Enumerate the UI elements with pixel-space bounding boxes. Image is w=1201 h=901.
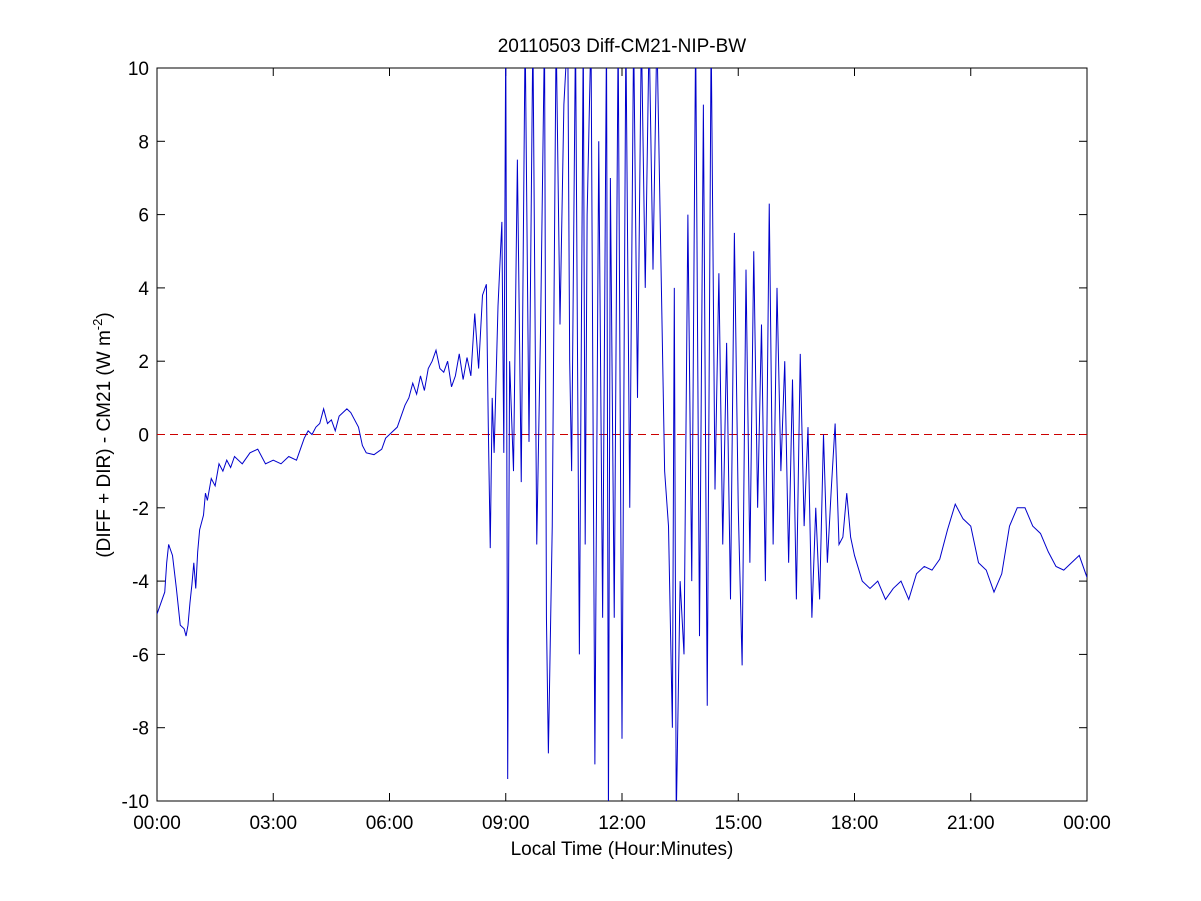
y-tick-label: -8	[132, 719, 149, 740]
x-axis-label: Local Time (Hour:Minutes)	[511, 839, 734, 860]
y-tick-label: -6	[132, 645, 149, 666]
plot-layer	[157, 68, 1087, 801]
y-label-sup: -2	[90, 319, 105, 331]
y-label-text: (DIFF + DIR) - CM21 (W m	[94, 330, 115, 557]
y-tick-label: -2	[132, 499, 149, 520]
y-tick-label: 10	[128, 59, 149, 80]
y-tick-label: 8	[138, 132, 149, 153]
y-axis-label: (DIFF + DIR) - CM21 (W m-2)	[90, 312, 115, 557]
y-tick-label: 6	[138, 206, 149, 227]
y-tick-label: -10	[122, 792, 149, 813]
x-tick-label: 18:00	[831, 813, 879, 834]
y-tick-label: -4	[132, 572, 149, 593]
x-tick-label: 00:00	[1063, 813, 1111, 834]
x-tick-label: 09:00	[482, 813, 530, 834]
x-tick-label: 03:00	[249, 813, 297, 834]
y-tick-label: 4	[138, 279, 149, 300]
x-tick-label: 06:00	[366, 813, 414, 834]
data-line	[157, 68, 1087, 801]
y-tick-label: 2	[138, 352, 149, 373]
x-tick-label: 21:00	[947, 813, 995, 834]
x-tick-label: 00:00	[133, 813, 181, 834]
y-label-end: )	[94, 312, 115, 318]
x-tick-label: 15:00	[714, 813, 762, 834]
chart-title: 20110503 Diff-CM21-NIP-BW	[498, 36, 747, 57]
x-tick-label: 12:00	[598, 813, 646, 834]
y-tick-label: 0	[138, 426, 149, 447]
